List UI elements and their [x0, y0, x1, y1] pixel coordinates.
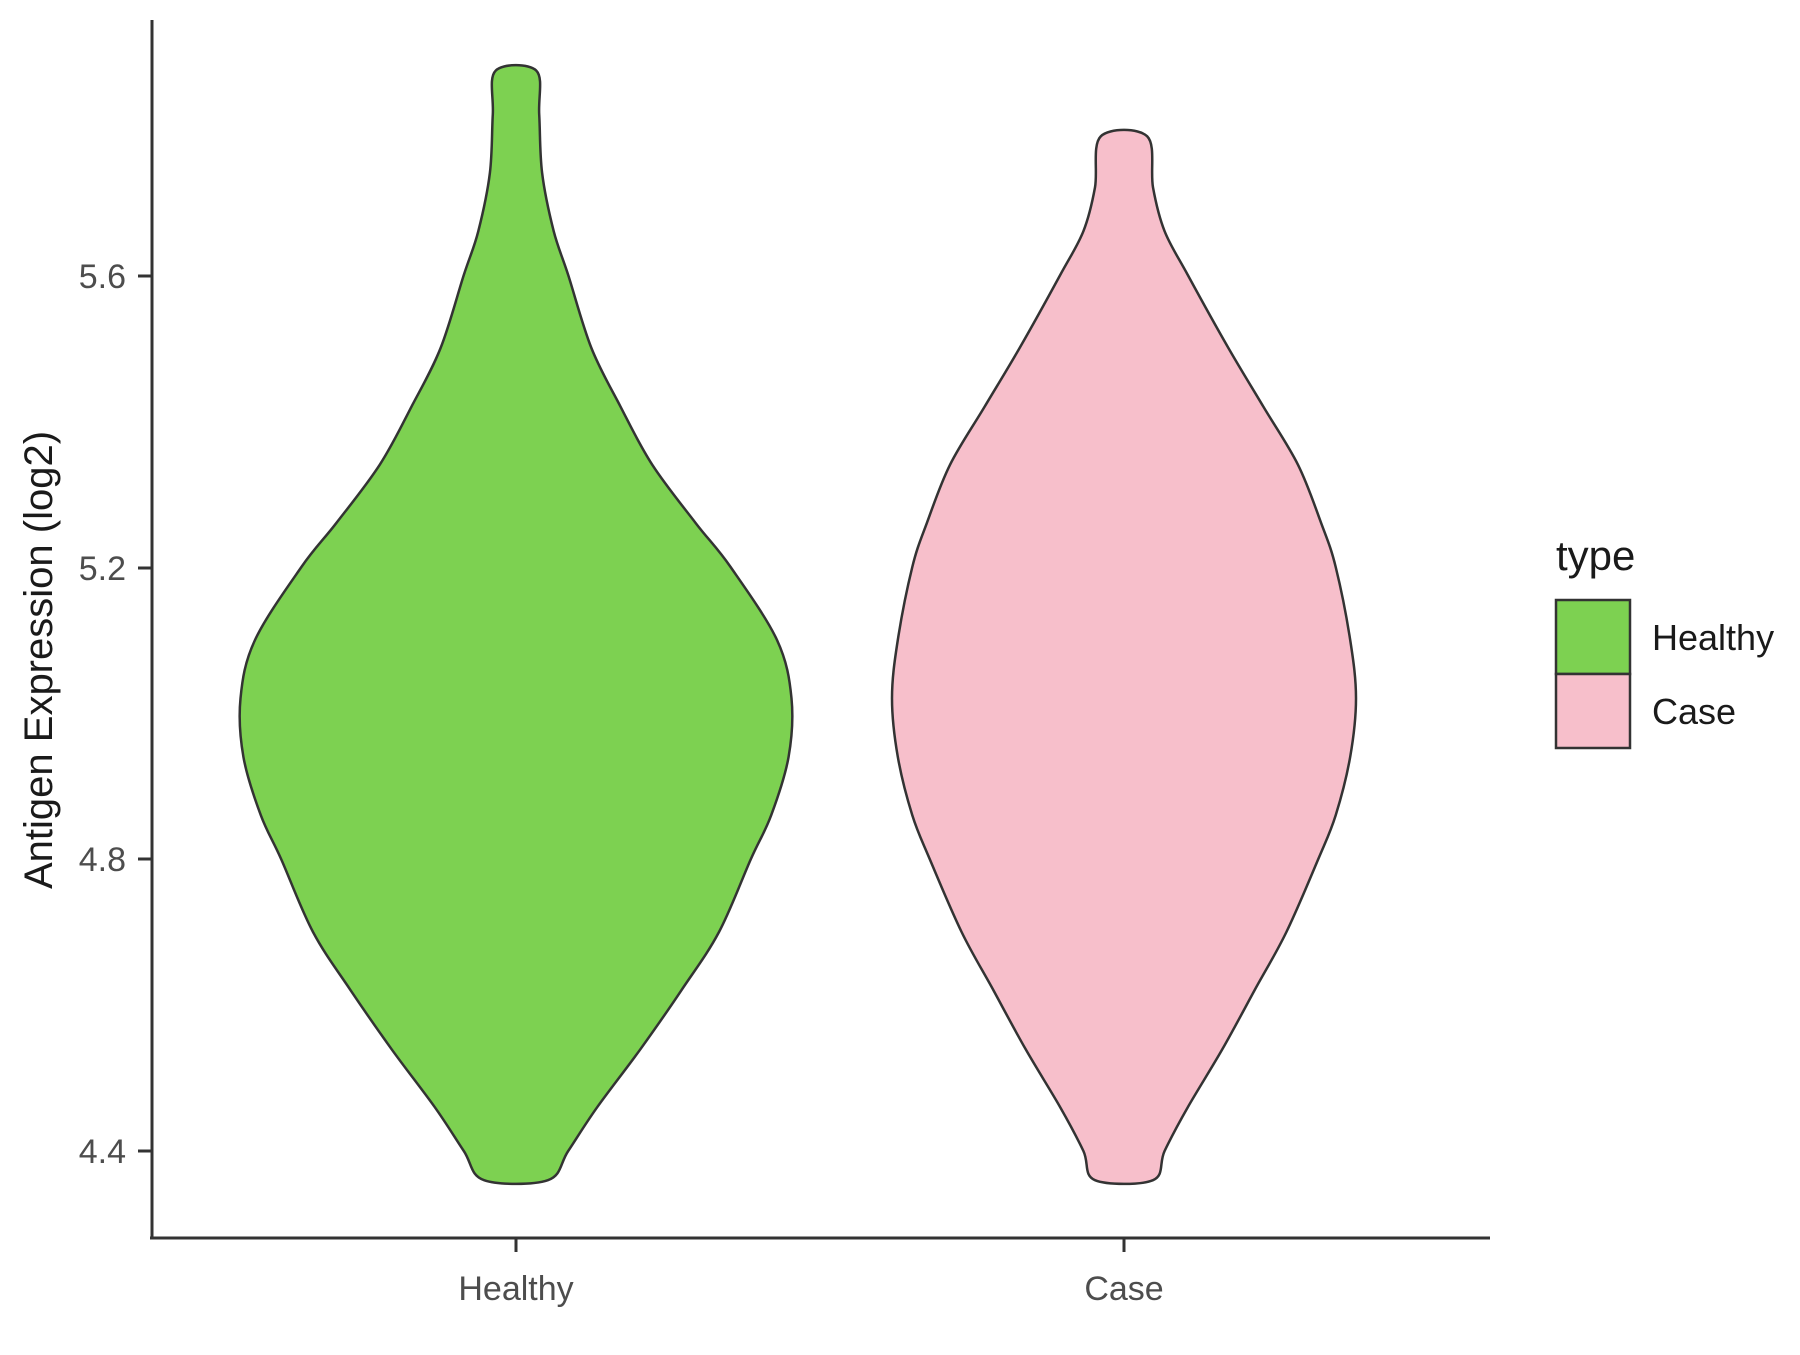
legend: type Healthy Case: [1554, 532, 1774, 750]
legend-key-case: [1554, 672, 1632, 750]
x-category-label-healthy: Healthy: [458, 1270, 573, 1308]
violin-case: [890, 128, 1358, 1186]
axes-group: 5.6 5.2 4.8 4.4 Healthy Case Antigen Exp…: [17, 20, 1490, 1308]
y-tick-label-5.6: 5.6: [79, 258, 126, 296]
legend-label-healthy: Healthy: [1652, 617, 1774, 658]
x-category-label-case: Case: [1084, 1270, 1163, 1308]
violin-healthy: [238, 63, 794, 1186]
y-tick-label-4.4: 4.4: [79, 1133, 126, 1171]
legend-title: type: [1556, 532, 1635, 579]
legend-key-healthy: [1554, 598, 1632, 676]
y-tick-label-4.8: 4.8: [79, 841, 126, 879]
legend-label-case: Case: [1652, 691, 1736, 732]
y-tick-label-5.2: 5.2: [79, 550, 126, 588]
y-axis-title: Antigen Expression (log2): [17, 431, 61, 889]
violins-group: [238, 63, 1358, 1186]
